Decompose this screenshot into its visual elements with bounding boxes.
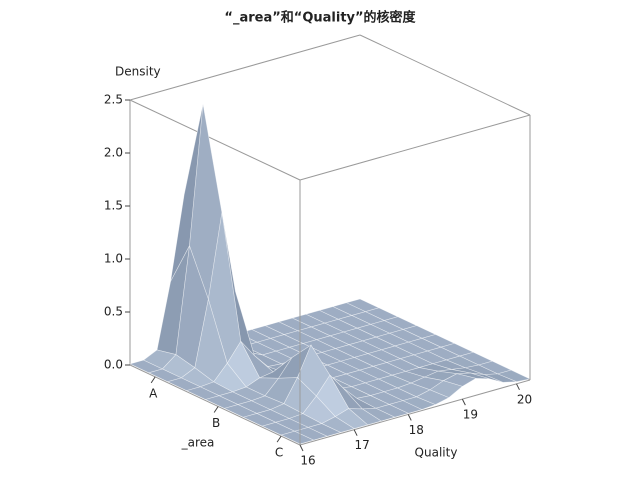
- y-tick: [150, 376, 156, 384]
- x-tick-label: 16: [300, 454, 315, 468]
- y-tick-label: B: [212, 416, 220, 430]
- y-tick: [276, 435, 282, 443]
- y-tick-label: C: [275, 446, 283, 460]
- y-tick: [213, 406, 219, 413]
- x-tick: [299, 444, 304, 452]
- z-tick-label: 1.0: [104, 252, 123, 266]
- box-edge: [299, 379, 531, 446]
- z-tick-label: 0.5: [104, 305, 123, 319]
- box-edge: [299, 114, 531, 181]
- y-axis-label: _area: [181, 436, 215, 450]
- box-edge: [129, 99, 301, 181]
- x-tick-label: 20: [517, 392, 532, 406]
- z-tick-label: 0.0: [104, 358, 123, 372]
- box-edge: [129, 364, 301, 446]
- x-tick: [516, 383, 520, 391]
- x-tick-label: 17: [354, 438, 369, 452]
- x-tick: [353, 429, 358, 436]
- z-tick-label: 1.5: [104, 199, 123, 213]
- box-edge: [129, 34, 361, 101]
- chart-title: “_area”和“Quality”的核密度: [224, 10, 416, 26]
- x-tick: [407, 414, 412, 421]
- surface-patch: [280, 430, 315, 445]
- x-axis-label: Quality: [415, 446, 458, 460]
- z-tick-label: 2.0: [104, 146, 123, 160]
- x-tick-label: 18: [409, 423, 424, 437]
- x-tick-label: 19: [463, 408, 478, 422]
- y-tick-label: A: [149, 386, 158, 400]
- z-axis-label: Density: [115, 65, 161, 79]
- box-edge: [359, 34, 531, 116]
- x-tick: [461, 398, 466, 406]
- z-tick-label: 2.5: [104, 93, 123, 107]
